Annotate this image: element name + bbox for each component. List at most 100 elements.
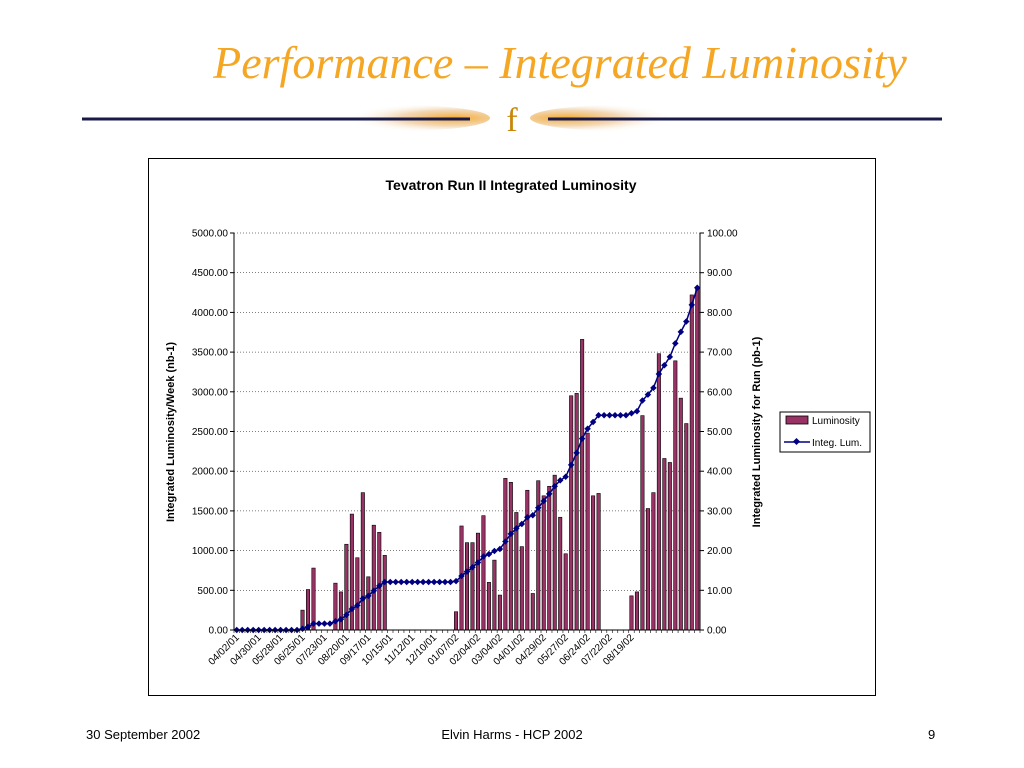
integ-lum-point	[441, 578, 449, 586]
y2-tick-label: 70.00	[707, 348, 732, 359]
bars	[300, 288, 700, 631]
integ-lum-point	[688, 301, 696, 309]
luminosity-bar	[645, 508, 650, 631]
y2-axis-label: Integrated Luminosity for Run (pb-1)	[751, 336, 763, 527]
y-tick-label: 2500.00	[192, 427, 229, 438]
luminosity-bar	[689, 294, 694, 631]
luminosity-bar	[656, 353, 661, 631]
luminosity-bar	[569, 395, 574, 631]
integ-lum-point	[589, 418, 597, 426]
integ-lum-point	[567, 461, 575, 469]
luminosity-bar	[465, 542, 469, 631]
luminosity-bar	[662, 458, 667, 631]
luminosity-bar	[673, 360, 678, 631]
title-decoration: f	[82, 102, 942, 139]
integ-lum-point	[376, 582, 383, 590]
y-tick-label: 3000.00	[192, 387, 229, 398]
luminosity-bar	[371, 524, 376, 631]
integ-lum-point	[452, 577, 460, 585]
luminosity-bar	[684, 423, 689, 631]
luminosity-bar	[530, 593, 535, 631]
integ-lum-point	[386, 578, 394, 586]
page-number: 9	[928, 727, 936, 742]
y-tick-label: 2000.00	[192, 467, 229, 478]
integ-lum-point	[332, 618, 339, 625]
integ-lum-point	[414, 578, 421, 586]
y-tick-label: 1500.00	[192, 506, 229, 517]
integ-lum-point	[370, 587, 378, 594]
legend-line-label: Integ. Lum.	[812, 438, 862, 449]
y2-tick-label: 20.00	[707, 546, 732, 557]
luminosity-bar	[563, 553, 568, 631]
luminosity-bar	[552, 474, 557, 631]
luminosity-bar	[486, 582, 491, 631]
integ-lum-point	[606, 411, 613, 419]
luminosity-bar	[651, 492, 656, 631]
luminosity-bar	[349, 513, 354, 631]
luminosity-bar	[678, 397, 683, 631]
luminosity-bar	[580, 339, 585, 631]
integ-lum-point	[633, 408, 641, 415]
y2-tick-label: 80.00	[707, 308, 732, 319]
integ-lum-point	[304, 623, 312, 631]
integ-lum-point	[551, 483, 558, 490]
integ-lum-point	[381, 578, 389, 586]
y2-tick-label: 90.00	[707, 268, 732, 279]
luminosity-bar	[558, 516, 563, 631]
integ-lum-point	[573, 449, 580, 457]
y-tick-label: 500.00	[197, 586, 228, 597]
luminosity-bar	[377, 532, 382, 631]
footer-presenter: Elvin Harms - HCP 2002	[441, 727, 583, 742]
integ-lum-point	[535, 504, 542, 511]
luminosity-bar	[547, 485, 552, 631]
y2-tick-label: 100.00	[707, 229, 738, 240]
luminosity-bar	[629, 595, 634, 631]
y-tick-label: 3500.00	[192, 348, 229, 359]
y-tick-label: 4000.00	[192, 308, 229, 319]
luminosity-bar	[481, 515, 486, 631]
y-tick-label: 0.00	[209, 626, 229, 637]
integ-lum-point	[430, 578, 438, 586]
integ-lum-point	[502, 538, 509, 545]
y-tick-label: 4500.00	[192, 268, 229, 279]
luminosity-bar	[382, 555, 387, 631]
luminosity-bar	[360, 492, 365, 631]
integ-lum-point	[545, 490, 553, 498]
luminosity-bar	[695, 288, 700, 631]
luminosity-bar	[525, 489, 530, 631]
legend-bar-label: Luminosity	[812, 416, 860, 427]
luminosity-bar	[503, 478, 508, 631]
integ-lum-point	[469, 564, 476, 571]
integ-lum-point	[578, 435, 586, 442]
integ-lum-point	[485, 550, 493, 558]
luminosity-bar	[541, 495, 546, 631]
luminosity-bar	[591, 495, 596, 631]
integ-lum-point	[683, 318, 690, 325]
luminosity-bar	[454, 611, 459, 631]
integ-lum-point	[425, 578, 432, 586]
luminosity-bar	[497, 594, 502, 631]
y2-tick-label: 60.00	[707, 387, 732, 398]
legend-bar-swatch	[785, 415, 809, 425]
y-tick-label: 5000.00	[192, 229, 229, 240]
luminosity-bar	[667, 462, 672, 631]
integ-lum-point	[540, 497, 548, 505]
y-tick-label: 1000.00	[192, 546, 229, 557]
luminosity-bar	[355, 557, 360, 631]
title-decoration-glyph: f	[506, 102, 518, 139]
legend-line-marker	[792, 437, 801, 446]
integ-lum-point	[436, 578, 443, 586]
luminosity-bar	[640, 415, 645, 631]
y2-tick-label: 30.00	[707, 506, 732, 517]
y2-tick-label: 50.00	[707, 427, 732, 438]
luminosity-bar	[536, 480, 541, 631]
integ-lum-point	[365, 592, 372, 600]
footer-date: 30 September 2002	[86, 727, 201, 742]
luminosity-bar	[492, 559, 497, 631]
integ-lum-point	[672, 340, 679, 347]
y2-tick-label: 10.00	[707, 586, 732, 597]
integ-lum-point	[348, 605, 356, 613]
luminosity-bar	[338, 591, 343, 631]
integ-lum-point	[419, 578, 427, 586]
integ-lum-point	[650, 384, 657, 392]
